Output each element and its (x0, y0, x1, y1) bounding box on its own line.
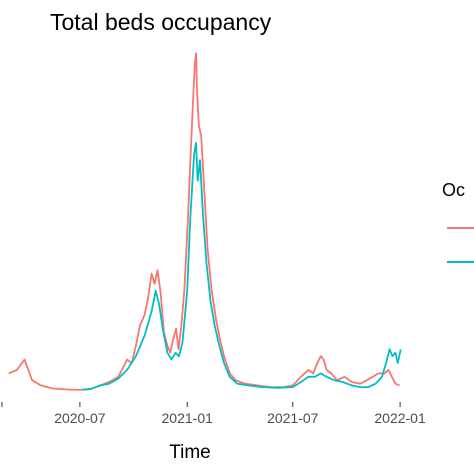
legend-title: Oc (442, 180, 465, 200)
series-line-2 (82, 142, 402, 391)
x-tick-label-2: 2021-01 (162, 410, 214, 426)
x-axis: 2020-07 2021-01 2021-07 2022-01 (1, 402, 426, 426)
x-tick-label-3: 2021-07 (267, 410, 319, 426)
series-line-1 (8, 52, 400, 391)
series-layer (8, 52, 402, 391)
x-tick-label-4: 2022-01 (374, 410, 426, 426)
x-tick-label-1: 2020-07 (54, 410, 106, 426)
plot-area (8, 52, 402, 391)
chart-title: Total beds occupancy (50, 9, 272, 35)
legend: Oc (442, 180, 474, 263)
x-axis-title: Time (169, 442, 211, 463)
